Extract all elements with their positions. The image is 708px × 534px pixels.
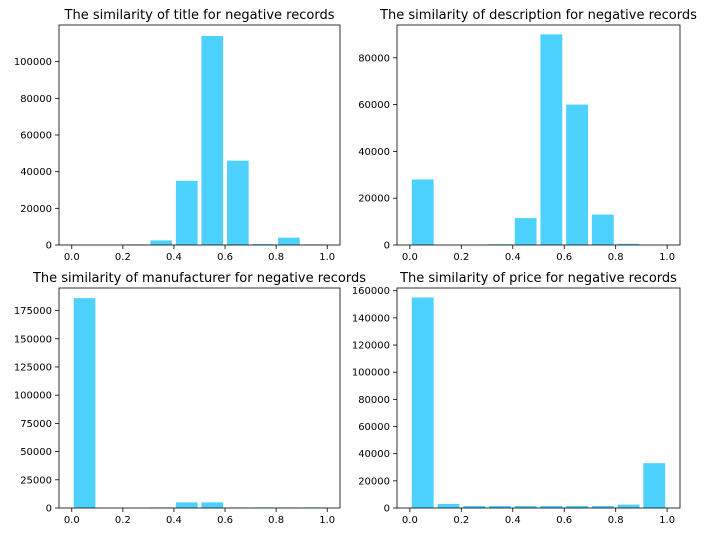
histogram-bar <box>566 505 589 508</box>
y-tick-label: 60000 <box>20 131 52 142</box>
subplot-manufacturer-similarity: 0.0 0.2 0.4 0.6 0.8 1.0 0 25000 50000 75000 100000… <box>14 271 366 526</box>
subplot-title-similarity: 0.0 0.2 0.4 0.6 0.8 1.0 0 20000 40000 60000 80000 1… <box>14 8 341 263</box>
x-tick-label: 0.0 <box>64 515 80 526</box>
histogram-bar <box>252 244 275 245</box>
y-tick-label: 0 <box>384 241 390 252</box>
x-tick-label: 0.0 <box>64 252 80 263</box>
y-tick-label: 60000 <box>358 422 390 433</box>
y-tick-label: 25000 <box>20 475 52 486</box>
x-tick-label: 0.2 <box>115 515 131 526</box>
histogram-bar <box>566 104 589 245</box>
x-tick-label: 0.2 <box>453 515 469 526</box>
y-tick-label: 20000 <box>358 194 390 205</box>
y-tick-label: 20000 <box>20 204 52 215</box>
y-tick-label: 160000 <box>352 286 390 297</box>
histogram-bar <box>411 297 434 508</box>
histogram-bar <box>463 505 486 508</box>
y-tick-label: 80000 <box>20 94 52 105</box>
histogram-bar <box>540 505 563 508</box>
x-tick-label: 0.4 <box>505 252 521 263</box>
chart-title: The similarity of title for negative rec… <box>64 8 335 23</box>
histogram-bar <box>591 214 614 245</box>
x-tick-label: 0.8 <box>268 252 284 263</box>
histogram-bar <box>617 243 640 245</box>
y-tick-label: 100000 <box>14 57 52 68</box>
histogram-bar <box>411 179 434 245</box>
axes-frame <box>58 24 341 246</box>
y-tick-label: 40000 <box>358 147 390 158</box>
x-tick-label: 1.0 <box>319 252 335 263</box>
y-tick-label: 80000 <box>358 395 390 406</box>
x-tick-label: 0.6 <box>217 515 233 526</box>
chart-title: The similarity of manufacturer for negat… <box>32 271 366 286</box>
histogram-bar <box>488 505 511 508</box>
y-tick-label: 100000 <box>352 368 390 379</box>
axes-frame <box>396 287 681 509</box>
x-tick-label: 0.2 <box>115 252 131 263</box>
y-tick-label: 0 <box>384 504 390 515</box>
y-tick-label: 140000 <box>352 313 390 324</box>
histogram-bar <box>514 218 537 245</box>
subplot-price-similarity: 0.0 0.2 0.4 0.6 0.8 1.0 0 20000 40000 60000 80000 1… <box>352 271 681 526</box>
chart-title: The similarity of price for negative rec… <box>399 271 677 286</box>
x-tick-label: 0.6 <box>217 252 233 263</box>
histogram-bar <box>591 505 614 508</box>
y-tick-label: 150000 <box>14 334 52 345</box>
y-tick-label: 40000 <box>358 449 390 460</box>
x-tick-label: 0.2 <box>453 252 469 263</box>
histogram-bar <box>175 180 198 245</box>
x-tick-label: 0.8 <box>608 252 624 263</box>
x-tick-label: 1.0 <box>659 252 675 263</box>
histogram-bar <box>226 160 249 245</box>
x-tick-label: 0.4 <box>505 515 521 526</box>
histogram-bar <box>514 505 537 508</box>
y-tick-label: 0 <box>46 504 52 515</box>
x-tick-label: 0.8 <box>608 515 624 526</box>
y-tick-label: 40000 <box>20 167 52 178</box>
histogram-bar <box>175 502 198 508</box>
histogram-bar <box>278 237 300 245</box>
y-tick-label: 20000 <box>358 476 390 487</box>
y-tick-label: 175000 <box>14 306 52 317</box>
x-tick-label: 0.4 <box>166 515 182 526</box>
y-tick-label: 50000 <box>20 447 52 458</box>
axes-frame <box>58 287 341 509</box>
histogram-bar <box>150 240 173 245</box>
histogram-bar <box>617 504 640 508</box>
x-tick-label: 0.0 <box>402 252 418 263</box>
x-tick-label: 0.0 <box>402 515 418 526</box>
axes-frame <box>396 24 681 246</box>
y-tick-label: 120000 <box>352 341 390 352</box>
histogram-bar <box>643 463 666 508</box>
histogram-bar <box>437 503 460 508</box>
y-tick-label: 60000 <box>358 100 390 111</box>
y-tick-label: 80000 <box>358 53 390 64</box>
y-tick-label: 100000 <box>14 391 52 402</box>
histogram-bar <box>540 34 563 245</box>
x-tick-label: 0.6 <box>556 252 572 263</box>
x-tick-label: 1.0 <box>659 515 675 526</box>
x-tick-label: 0.4 <box>166 252 182 263</box>
y-tick-label: 125000 <box>14 362 52 373</box>
chart-title: The similarity of description for negati… <box>379 8 697 23</box>
x-tick-label: 0.8 <box>268 515 284 526</box>
histogram-bar <box>73 298 96 508</box>
x-tick-label: 0.6 <box>556 515 572 526</box>
y-tick-label: 0 <box>46 241 52 252</box>
x-tick-label: 1.0 <box>319 515 335 526</box>
histogram-bar <box>201 502 224 508</box>
subplot-description-similarity: 0.0 0.2 0.4 0.6 0.8 1.0 0 20000 40000 60000 80000 T… <box>358 8 697 263</box>
y-tick-label: 75000 <box>20 419 52 430</box>
histogram-bar <box>201 36 224 245</box>
